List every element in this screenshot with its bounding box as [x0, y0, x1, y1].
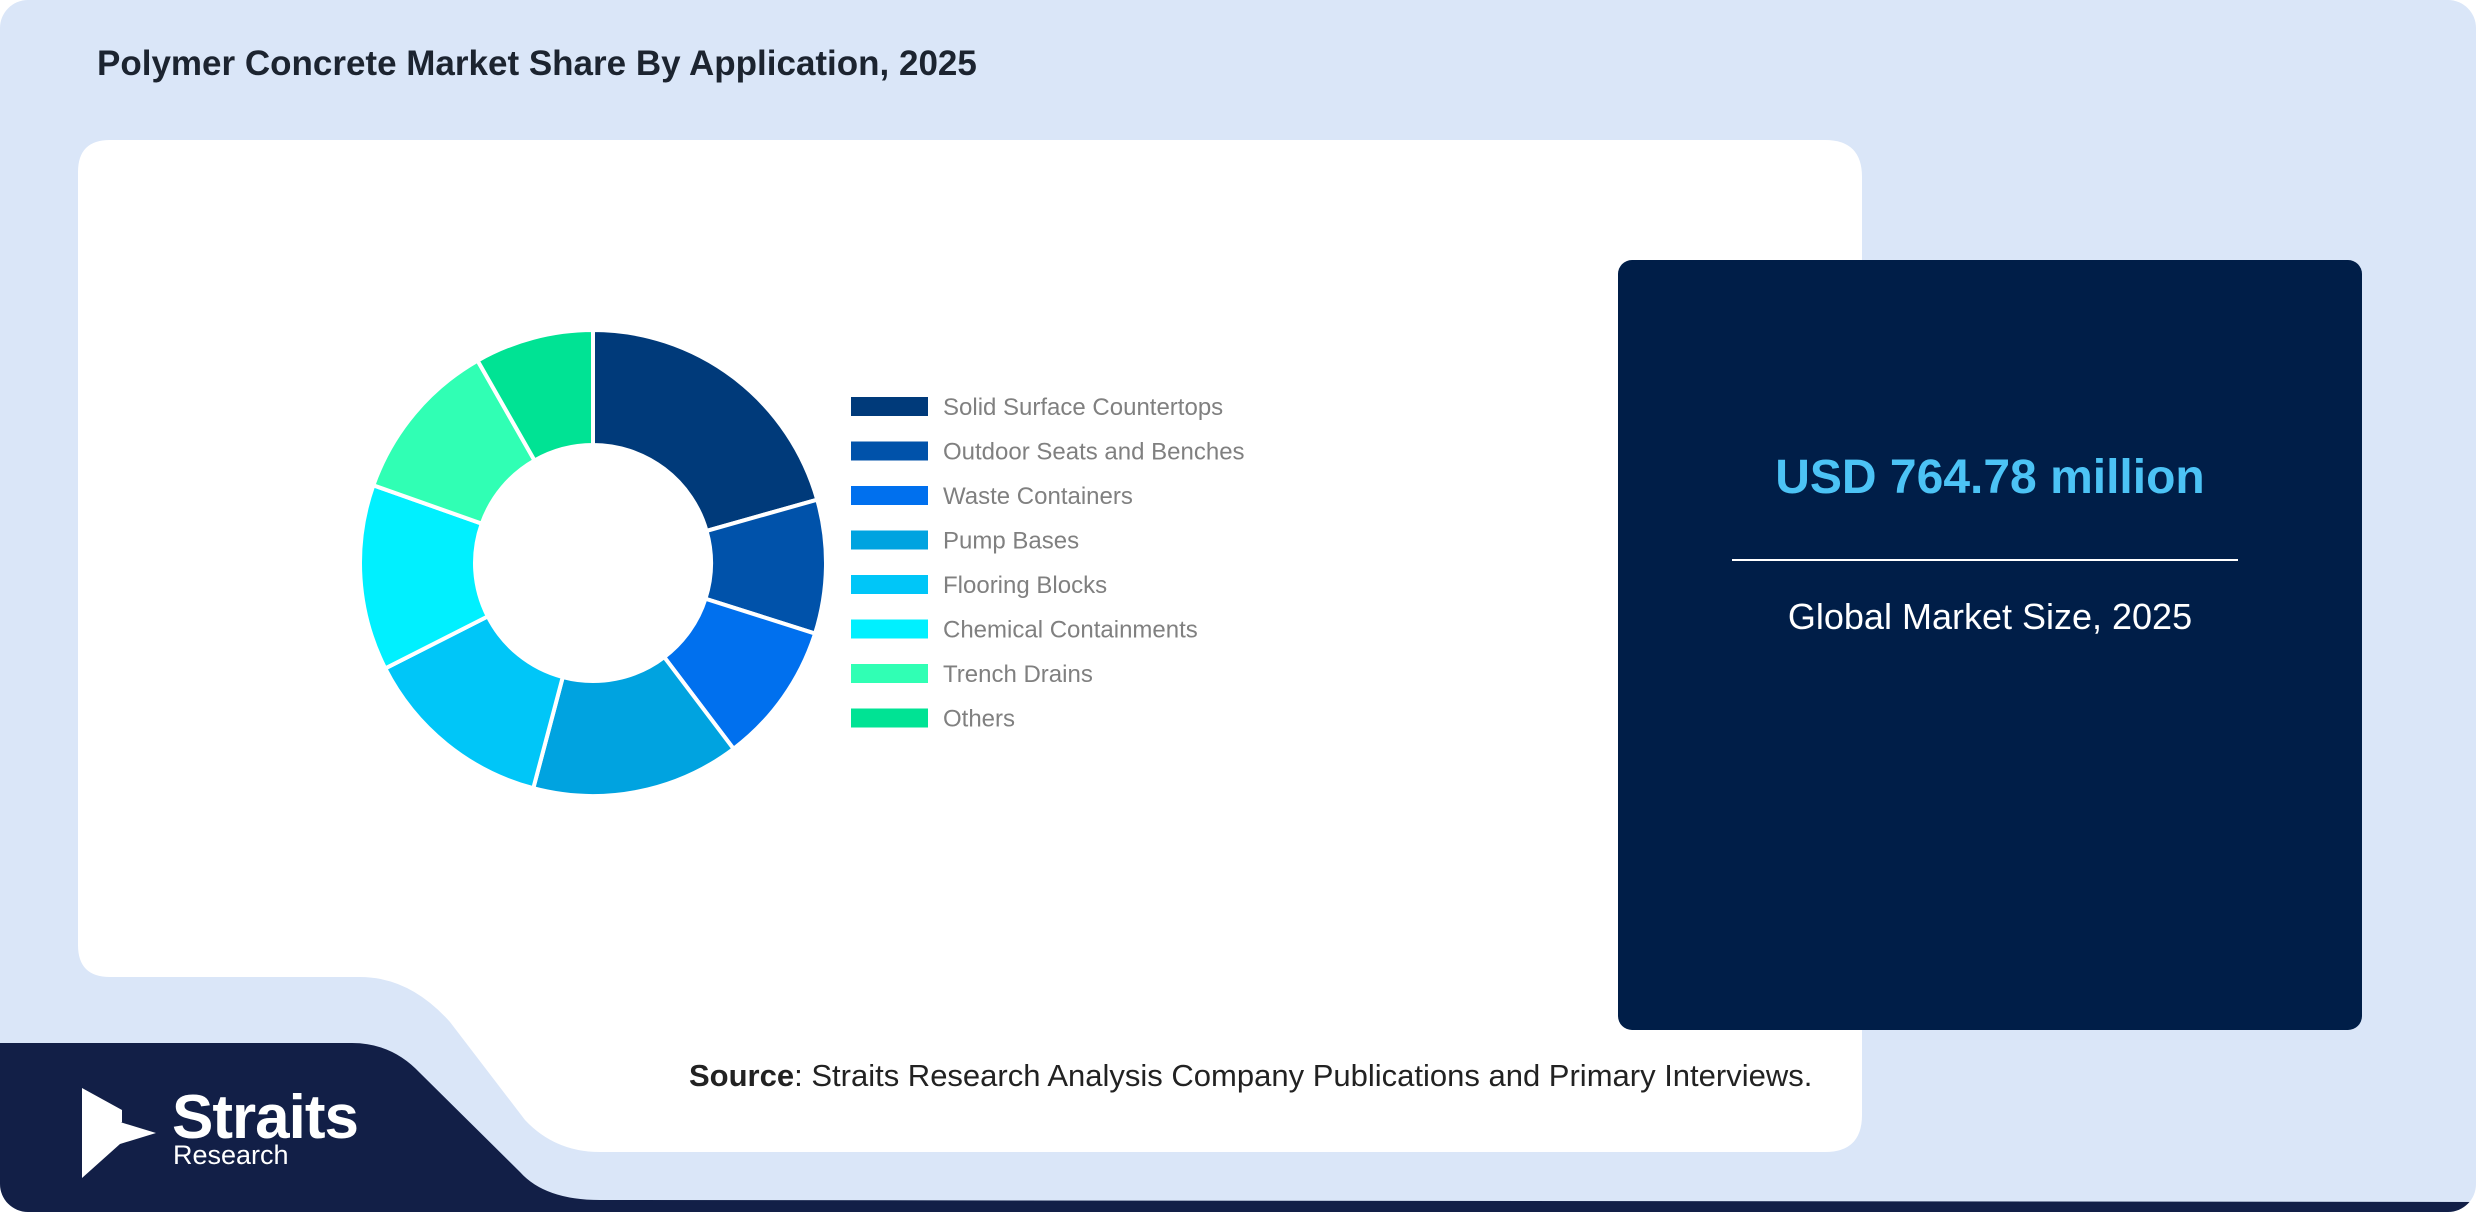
legend-swatch	[851, 486, 928, 505]
brand-band	[0, 1043, 2476, 1212]
page-title: Polymer Concrete Market Share By Applica…	[97, 44, 977, 83]
chart-slices	[358, 327, 828, 798]
donut-slice	[591, 327, 820, 534]
chart-legend: Solid Surface Countertops Outdoor Seats a…	[851, 394, 1245, 733]
market-size-label: Global Market Size, 2025	[1787, 596, 2193, 637]
legend-label: Pump Bases	[943, 528, 1079, 555]
legend-label: Chemical Containments	[943, 617, 1198, 644]
donut-slice	[382, 613, 566, 791]
straits-logo-icon	[82, 1088, 156, 1178]
divider	[1732, 559, 2238, 561]
legend-swatch	[851, 619, 928, 639]
source-text: : Straits Research Analysis Company Publ…	[794, 1058, 1813, 1093]
legend-swatch	[851, 530, 928, 550]
legend-swatch	[851, 441, 928, 461]
legend-label: Solid Surface Countertops	[943, 394, 1223, 421]
legend-swatch	[851, 708, 928, 728]
legend-label: Waste Containers	[943, 483, 1133, 510]
brand-subtitle: Research	[173, 1140, 289, 1170]
market-size-value: USD 764.78 million	[1775, 451, 2205, 504]
donut-slice	[474, 327, 595, 464]
legend-label: Trench Drains	[943, 661, 1093, 688]
source-prefix: Source	[689, 1058, 795, 1093]
legend-label: Outdoor Seats and Benches	[943, 439, 1245, 466]
market-size-card: USD 764.78 million Global Market Size, 2…	[1618, 260, 2362, 1030]
source-note: Source: Straits Research Analysis Compan…	[689, 1058, 1812, 1094]
brand-logo: Straits Research	[80, 1083, 400, 1178]
donut-slice	[530, 654, 737, 798]
legend-swatch	[851, 397, 928, 416]
legend-label: Flooring Blocks	[943, 572, 1107, 599]
legend-swatch	[851, 575, 928, 594]
brand-name: Straits	[172, 1083, 359, 1152]
legend-label: Others	[943, 706, 1015, 733]
legend-swatch	[851, 664, 928, 683]
